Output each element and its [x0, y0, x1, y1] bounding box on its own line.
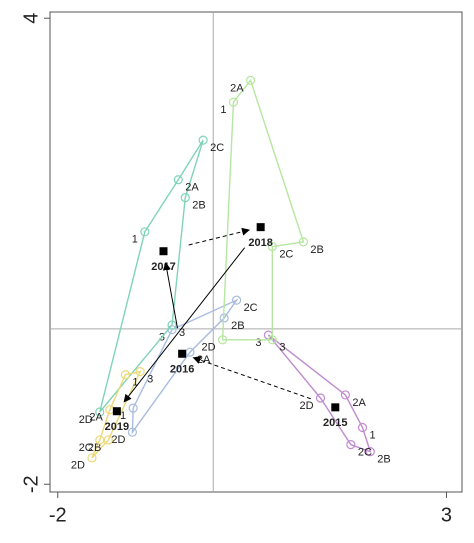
point — [120, 370, 131, 380]
year-label: 2015 — [323, 417, 347, 429]
year-label: 2016 — [170, 364, 194, 376]
point — [198, 135, 208, 145]
point — [95, 435, 105, 445]
point — [228, 97, 239, 107]
point-label: 2C — [210, 142, 224, 154]
x-tick-label: -2 — [49, 504, 67, 526]
point-label: 2A — [89, 412, 103, 424]
centroid — [256, 223, 265, 232]
centroid — [178, 349, 187, 358]
point-label: 2C — [79, 442, 93, 454]
point — [267, 241, 277, 252]
year-label: 2019 — [105, 421, 129, 433]
point-label: 3 — [279, 342, 285, 354]
point — [167, 320, 177, 330]
centroid — [159, 247, 168, 256]
point — [365, 447, 375, 457]
point-label: 1 — [220, 104, 226, 116]
y-tick-label: -2 — [20, 475, 42, 493]
point-label: 3 — [179, 327, 185, 339]
point — [298, 237, 309, 247]
point — [173, 175, 183, 185]
point — [95, 407, 105, 417]
point-label: 2D — [202, 342, 216, 354]
point — [315, 393, 326, 403]
point-label: 2B — [231, 320, 244, 332]
point-label: 1 — [132, 377, 138, 389]
point-label: 2C — [244, 302, 258, 314]
point-label: 3 — [255, 337, 261, 349]
point-label: 2A — [185, 182, 199, 194]
point-label: 2B — [192, 200, 205, 212]
point — [357, 422, 368, 433]
plot-frame — [49, 11, 463, 493]
point — [180, 193, 190, 203]
y-tick-label: 4 — [20, 13, 42, 24]
x-tick-label: 3 — [441, 504, 452, 526]
point — [267, 335, 277, 345]
point — [128, 403, 138, 413]
point-label: 2C — [279, 248, 293, 260]
centroid — [331, 403, 340, 412]
year-label: 2017 — [151, 261, 175, 273]
trajectory-arrow — [192, 356, 311, 400]
point-label: 2D — [299, 400, 313, 412]
point-label: 3 — [147, 374, 153, 386]
point-label: 2B — [310, 244, 323, 256]
point-label: 2B — [88, 442, 101, 454]
year-label: 2018 — [248, 237, 272, 249]
point — [127, 427, 137, 437]
trajectory-arrow — [123, 247, 246, 403]
trajectory-arrow — [188, 227, 250, 246]
point-label: 2A — [352, 397, 366, 409]
point — [217, 335, 228, 345]
point-label: 2C — [358, 447, 372, 459]
hull — [221, 78, 305, 341]
point — [231, 295, 242, 305]
point-label: 1 — [132, 234, 138, 246]
point-label: 2A — [230, 82, 244, 94]
point-label: 1 — [120, 410, 126, 422]
point — [135, 367, 145, 377]
centroid — [112, 407, 121, 416]
point-label: 1 — [369, 429, 375, 441]
point-label: 2B — [377, 454, 390, 466]
point-label: 2D — [111, 434, 125, 446]
point — [346, 440, 356, 450]
point-label: 2D — [79, 414, 93, 426]
point-label: 2A — [197, 354, 211, 366]
point — [245, 75, 256, 85]
point — [340, 390, 350, 400]
hull — [267, 334, 372, 453]
point-label: 2D — [71, 460, 85, 472]
hull — [99, 139, 204, 413]
trajectory-arrow — [162, 262, 178, 329]
hull — [91, 370, 142, 459]
hull — [131, 298, 239, 435]
point — [140, 227, 150, 237]
point — [87, 453, 97, 463]
